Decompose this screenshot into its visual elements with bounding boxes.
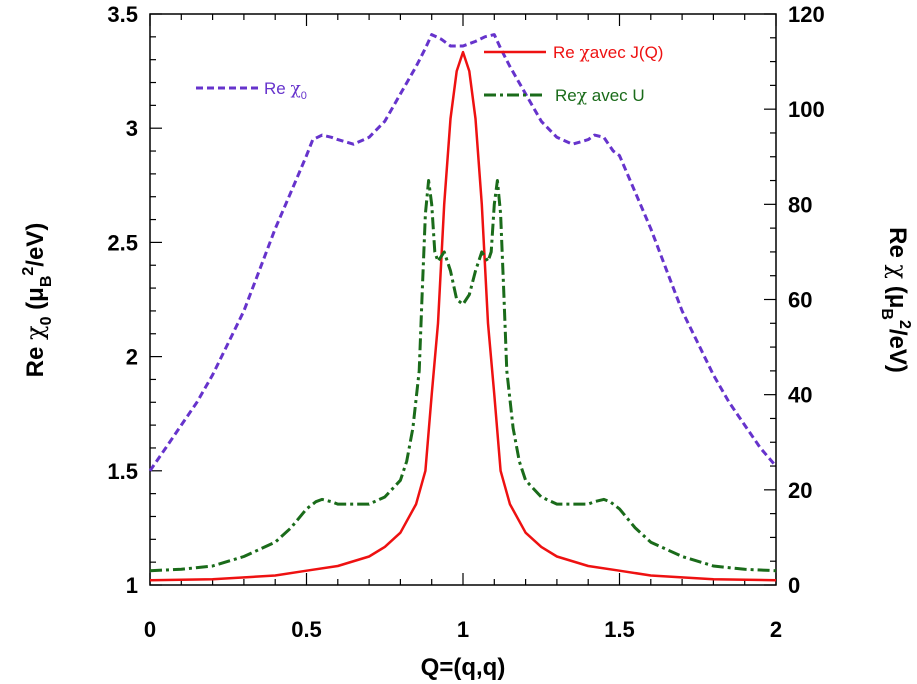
y-left-tick-label: 2.5: [107, 230, 138, 255]
y-right-tick-label: 60: [788, 288, 812, 313]
legend-item-re-chi0: Re χ0: [196, 79, 307, 102]
legend-label-re-chi-u: Reχ avec U: [555, 86, 645, 106]
y-axis-left-title: Re χ0 (μB2/eV): [20, 223, 55, 378]
series-lines: [148, 33, 778, 582]
series-line-re-chi-u: [149, 179, 777, 573]
legend-label-re-chi-jq: Re χavec J(Q): [553, 43, 663, 63]
plot-frame: [149, 13, 777, 586]
axis-ticks: [149, 13, 777, 586]
y-left-tick-label: 1.5: [107, 459, 138, 484]
y-left-tick-label: 3: [126, 116, 138, 141]
x-tick-label: 1.5: [604, 617, 635, 642]
y-right-tick-label: 80: [788, 192, 812, 217]
y-right-tick-label: 20: [788, 478, 812, 503]
y-right-tick-label: 120: [788, 2, 825, 27]
y-left-tick-label: 1: [126, 573, 138, 598]
x-tick-label: 0.5: [291, 617, 322, 642]
x-tick-label: 1: [457, 617, 469, 642]
legend-item-re-chi-u: Reχ avec U: [484, 86, 645, 106]
y-left-tick-label: 3.5: [107, 2, 138, 27]
legend-label-re-chi0: Re χ0: [264, 79, 307, 102]
x-axis-title: Q=(q,q): [421, 654, 506, 681]
y-right-tick-label: 100: [788, 97, 825, 122]
y-right-tick-label: 0: [788, 573, 800, 598]
series-line-re-chi-jq: [149, 50, 777, 582]
y-axis-right-title: Re χ (μB2/eV): [878, 227, 913, 373]
y-right-tick-label: 40: [788, 383, 812, 408]
x-tick-label: 2: [770, 617, 782, 642]
legend-item-re-chi-jq: Re χavec J(Q): [484, 43, 663, 63]
y-left-tick-label: 2: [126, 345, 138, 370]
series-line-re-chi0: [148, 33, 778, 472]
x-tick-label: 0: [144, 617, 156, 642]
axis-tick-labels: 0 0.5 1 1.5 2 1 1.5 2 2.5 3 3.5 0 20 40 60 80 100 120: [107, 2, 824, 642]
